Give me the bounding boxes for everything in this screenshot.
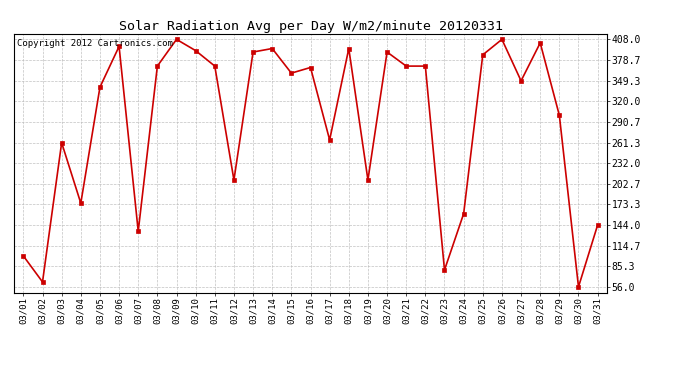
Text: Copyright 2012 Cartronics.com: Copyright 2012 Cartronics.com: [17, 39, 172, 48]
Title: Solar Radiation Avg per Day W/m2/minute 20120331: Solar Radiation Avg per Day W/m2/minute …: [119, 20, 502, 33]
